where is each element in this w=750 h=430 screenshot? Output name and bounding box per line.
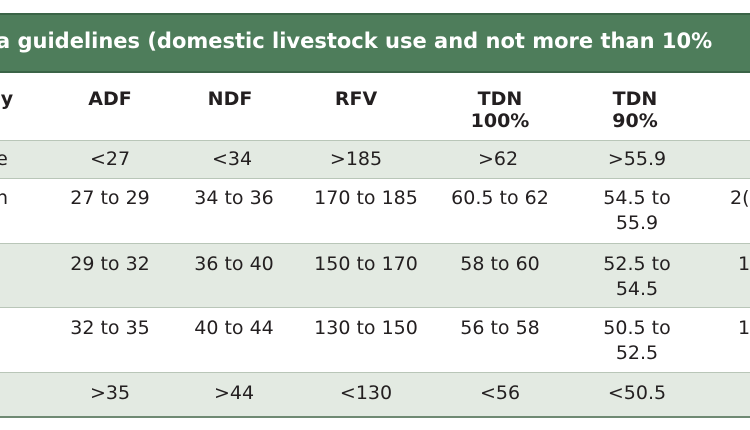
cell-tdn90: 52.5 to 54.5 bbox=[587, 252, 687, 302]
cell-tdn90-line2: 54.5 bbox=[615, 278, 659, 300]
cell-ndf: <34 bbox=[211, 148, 253, 170]
cell-tdn90: 54.5 to 55.9 bbox=[587, 186, 687, 236]
cell-category: e bbox=[0, 148, 8, 170]
cell-rfv: 130 to 150 bbox=[314, 317, 418, 339]
rule-4 bbox=[0, 307, 750, 308]
cell-tdn90: 50.5 to 52.5 bbox=[587, 316, 687, 366]
rule-5 bbox=[0, 372, 750, 373]
rule-1 bbox=[0, 140, 750, 141]
table-title: a guidelines (domestic livestock use and… bbox=[0, 29, 713, 53]
cell-extra: 1( bbox=[738, 253, 750, 275]
cell-extra: 1( bbox=[738, 317, 750, 339]
cell-category: n bbox=[0, 187, 9, 209]
rule-2 bbox=[0, 178, 750, 179]
cell-tdn90: >55.9 bbox=[607, 148, 667, 170]
cell-tdn90-line1: 52.5 to bbox=[603, 253, 671, 275]
rule-bottom bbox=[0, 416, 750, 418]
header-tdn-100: TDN 100% bbox=[450, 88, 550, 132]
header-rfv: RFV bbox=[334, 88, 378, 110]
cell-ndf: 36 to 40 bbox=[194, 253, 274, 275]
cell-tdn90-line1: 50.5 to bbox=[603, 317, 671, 339]
cell-adf: >35 bbox=[89, 382, 131, 404]
row-band-1 bbox=[0, 140, 750, 178]
cell-tdn100: 60.5 to 62 bbox=[451, 187, 549, 209]
cell-rfv: >185 bbox=[329, 148, 383, 170]
cell-adf: 32 to 35 bbox=[70, 317, 150, 339]
header-category: y bbox=[0, 88, 14, 110]
cell-tdn100: <56 bbox=[479, 382, 521, 404]
header-tdn-100-line1: TDN bbox=[477, 88, 523, 110]
cell-tdn90-line2: 55.9 bbox=[615, 212, 659, 234]
header-ndf: NDF bbox=[207, 88, 253, 110]
cell-tdn100: 58 to 60 bbox=[460, 253, 540, 275]
header-tdn-100-line2: 100% bbox=[470, 110, 530, 132]
header-adf: ADF bbox=[88, 88, 132, 110]
cell-adf: 27 to 29 bbox=[70, 187, 150, 209]
cell-extra: 2( bbox=[730, 187, 750, 209]
cell-tdn90-line1: 54.5 to bbox=[603, 187, 671, 209]
cell-tdn90-line2: 52.5 bbox=[615, 342, 659, 364]
cell-tdn100: 56 to 58 bbox=[460, 317, 540, 339]
header-tdn-90-line2: 90% bbox=[612, 110, 658, 132]
cell-rfv: 150 to 170 bbox=[314, 253, 418, 275]
header-tdn-90: TDN 90% bbox=[585, 88, 685, 132]
table-title-bar: a guidelines (domestic livestock use and… bbox=[0, 13, 750, 73]
cell-rfv: <130 bbox=[339, 382, 393, 404]
cell-ndf: 34 to 36 bbox=[194, 187, 274, 209]
cell-tdn90: <50.5 bbox=[607, 382, 667, 404]
cell-rfv: 170 to 185 bbox=[314, 187, 418, 209]
header-tdn-90-line1: TDN bbox=[612, 88, 658, 110]
cell-adf: <27 bbox=[89, 148, 131, 170]
row-band-5 bbox=[0, 372, 750, 416]
cell-adf: 29 to 32 bbox=[70, 253, 150, 275]
row-band-3 bbox=[0, 243, 750, 307]
cell-tdn100: >62 bbox=[477, 148, 519, 170]
cell-ndf: 40 to 44 bbox=[194, 317, 274, 339]
cell-ndf: >44 bbox=[213, 382, 255, 404]
rule-3 bbox=[0, 243, 750, 244]
